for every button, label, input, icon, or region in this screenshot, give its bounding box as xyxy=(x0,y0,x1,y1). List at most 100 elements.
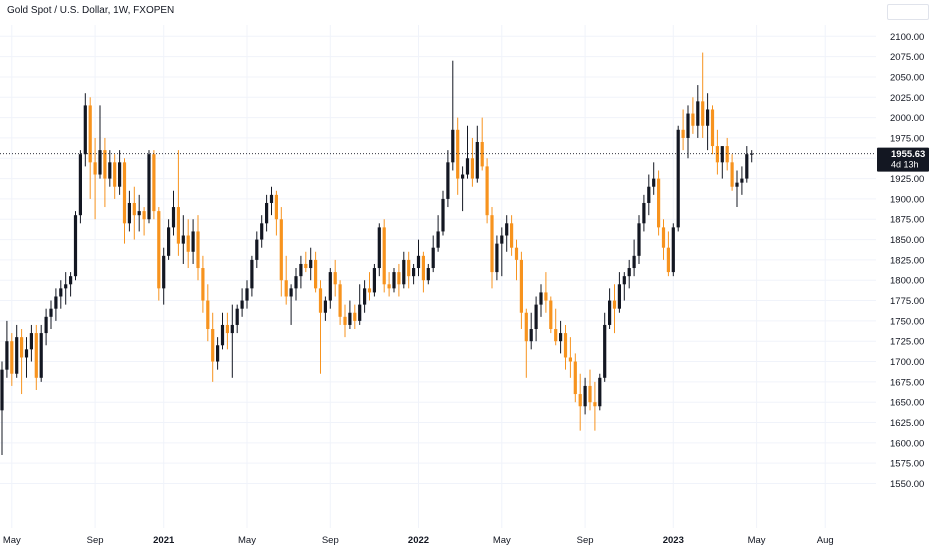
candle-body xyxy=(510,223,514,248)
x-tick-label: 2022 xyxy=(408,535,429,546)
candle-body xyxy=(588,385,592,403)
y-tick-label: 1700.00 xyxy=(890,357,924,368)
y-tick-label: 2000.00 xyxy=(890,113,924,124)
candle-body xyxy=(612,300,617,309)
candle-body xyxy=(519,259,523,313)
candle-body xyxy=(392,272,396,289)
candle-body xyxy=(93,162,97,175)
candle-body xyxy=(514,247,519,260)
candle-body xyxy=(559,333,563,342)
candle-body xyxy=(113,162,117,187)
y-tick-label: 1900.00 xyxy=(890,194,924,205)
candle-body xyxy=(426,268,430,281)
candle-body xyxy=(15,337,19,374)
candle-body xyxy=(397,272,401,285)
candle-body xyxy=(745,154,749,179)
candle-body xyxy=(34,333,38,378)
candle-body xyxy=(632,255,636,269)
candle-body xyxy=(421,255,425,281)
last-price-tag-bg xyxy=(877,147,929,172)
candle-body xyxy=(284,280,288,297)
candle-body xyxy=(382,227,386,285)
candle-body xyxy=(260,223,264,240)
candle-body xyxy=(661,227,666,248)
candle-body xyxy=(191,231,195,252)
candle-body xyxy=(181,235,185,244)
candle-body xyxy=(461,174,465,179)
candle-body xyxy=(715,146,719,163)
candle-body xyxy=(603,324,607,378)
x-tick-label: May xyxy=(493,535,511,546)
candle-body xyxy=(328,272,332,301)
chart-control-box[interactable] xyxy=(887,4,929,20)
candle-body xyxy=(176,207,180,244)
candle-body xyxy=(456,129,460,179)
candle-body xyxy=(348,312,352,325)
candle-body xyxy=(627,268,631,277)
y-tick-label: 1675.00 xyxy=(890,377,924,388)
x-tick-label: May xyxy=(238,535,256,546)
candle-body xyxy=(250,259,254,289)
candle-body xyxy=(118,162,122,187)
candle-body xyxy=(436,231,440,248)
candle-body xyxy=(583,385,587,407)
candle-body xyxy=(220,324,225,346)
candle-body xyxy=(49,308,53,317)
y-tick-label: 1550.00 xyxy=(890,479,924,490)
candle-body xyxy=(691,113,695,126)
candle-body xyxy=(24,349,29,358)
candle-body xyxy=(735,182,739,187)
last-price-value: 1955.63 xyxy=(891,149,925,160)
candle-body xyxy=(451,129,455,163)
x-tick-label: Aug xyxy=(817,535,834,546)
candle-body xyxy=(127,202,131,224)
candle-body xyxy=(0,369,4,411)
candle-body xyxy=(637,223,641,256)
time-axis: May Sep 2021 May Sep 2022 May Sep 2023 May Aug xyxy=(3,535,834,546)
price-axis: 1550.00 1575.00 1600.00 1625.00 1650.00 1675.… xyxy=(890,32,924,490)
candle-body xyxy=(740,178,744,183)
candle-body xyxy=(211,329,215,362)
candle-body xyxy=(549,300,553,330)
candles xyxy=(0,52,754,456)
candle-body xyxy=(98,150,102,175)
y-tick-label: 2100.00 xyxy=(890,32,924,43)
grid-lines xyxy=(0,25,876,528)
candle-body xyxy=(142,211,146,220)
candle-body xyxy=(500,235,504,244)
candle-body xyxy=(441,198,445,232)
candle-body xyxy=(201,268,205,301)
y-tick-label: 2025.00 xyxy=(890,93,924,104)
candle-body xyxy=(505,223,509,236)
candle-body xyxy=(44,316,48,334)
candle-body xyxy=(122,162,127,224)
candle-body xyxy=(617,284,621,309)
candle-body xyxy=(230,324,234,334)
candle-body xyxy=(304,263,308,269)
candle-body xyxy=(274,194,278,220)
candle-body xyxy=(167,227,171,256)
candle-body xyxy=(69,276,73,285)
y-tick-label: 1825.00 xyxy=(890,255,924,266)
candle-body xyxy=(108,162,112,179)
candle-body xyxy=(568,357,572,362)
candle-body xyxy=(255,239,259,260)
candle-body xyxy=(622,276,626,285)
candle-body xyxy=(152,154,156,212)
candle-body xyxy=(387,284,391,289)
candle-body xyxy=(289,288,293,297)
candle-body xyxy=(196,231,200,269)
candle-body xyxy=(343,316,347,325)
candle-body xyxy=(10,341,14,374)
candle-body xyxy=(720,146,724,163)
candle-body xyxy=(323,300,327,313)
y-tick-label: 1725.00 xyxy=(890,337,924,348)
x-tick-label: Sep xyxy=(577,535,594,546)
candle-body xyxy=(676,129,680,228)
y-tick-label: 2075.00 xyxy=(890,52,924,63)
candle-body xyxy=(269,194,274,203)
x-tick-label: 2023 xyxy=(663,535,684,546)
candle-body xyxy=(279,219,283,281)
candle-body xyxy=(64,284,68,289)
